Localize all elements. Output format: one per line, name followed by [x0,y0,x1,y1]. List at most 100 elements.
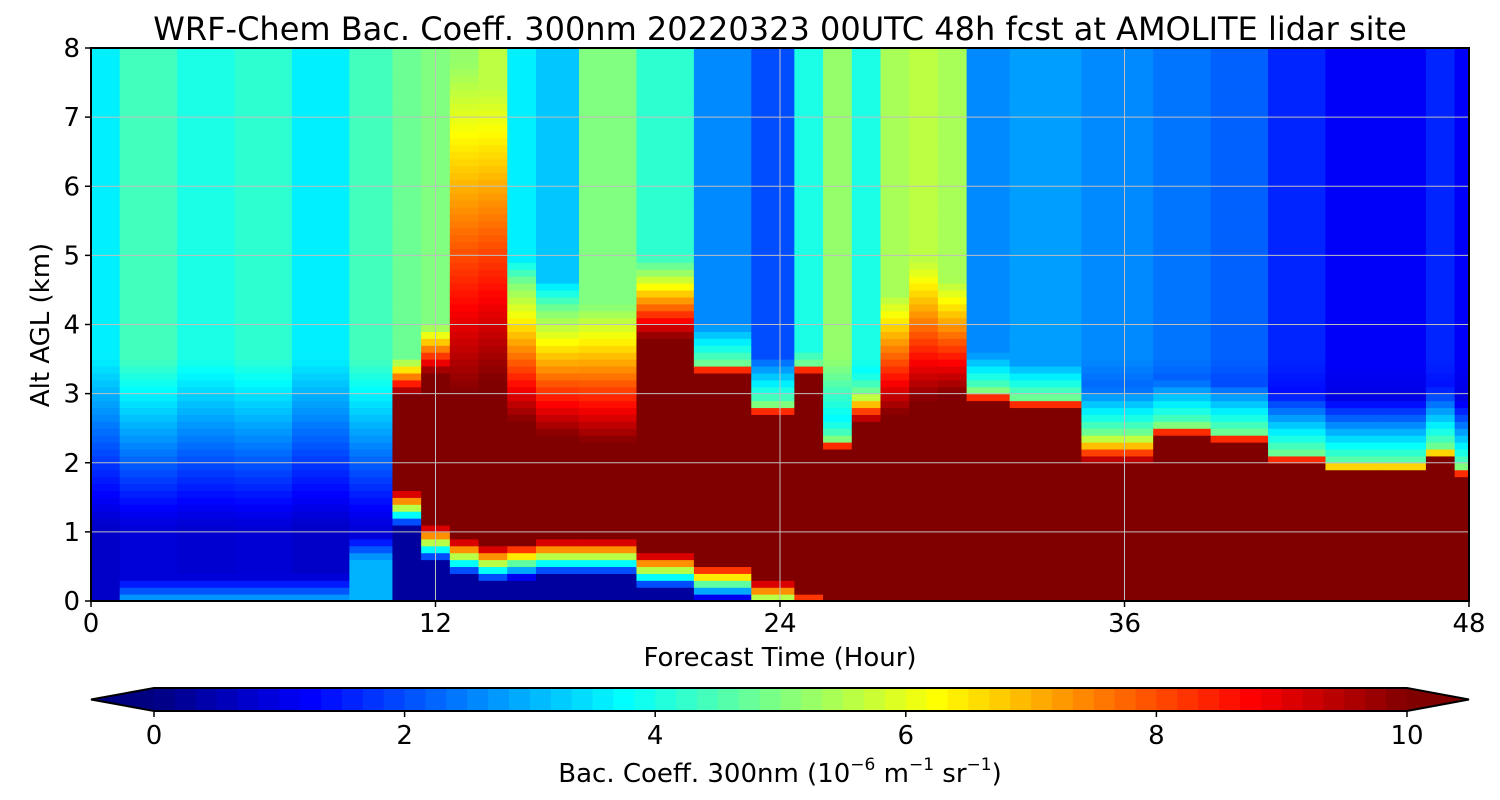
heatmap-cell [823,518,853,526]
heatmap-cell [119,483,178,491]
heatmap-cell [751,345,795,353]
heatmap-cell [823,255,853,263]
heatmap-cell [177,227,236,236]
heatmap-cell [636,504,695,512]
heatmap-cell [1268,144,1327,153]
heatmap-cell [1454,179,1469,187]
heatmap-cell [1081,352,1154,360]
heatmap-cell [1210,193,1269,201]
heatmap-cell [909,393,939,402]
heatmap-cell [579,172,638,180]
heatmap-cell [507,110,537,118]
heatmap-cell [823,338,853,346]
heatmap-cell [636,538,695,547]
heatmap-cell [234,448,293,457]
heatmap-cell [751,54,795,63]
heatmap-cell [823,587,853,595]
heatmap-cell [119,255,178,263]
colorbar-segment [1260,688,1283,711]
heatmap-cell [1210,200,1269,208]
heatmap-cell [1454,393,1469,402]
heatmap-cell [177,103,236,111]
heatmap-cell [119,172,178,180]
heatmap-cell [1153,165,1212,174]
heatmap-cell [1009,96,1083,104]
heatmap-cell [909,206,939,215]
heatmap-cell [1153,130,1212,139]
heatmap-cell [636,96,695,104]
heatmap-cell [507,54,537,63]
heatmap-cell [177,96,236,104]
heatmap-cell [636,193,695,201]
heatmap-cell [1009,435,1083,443]
heatmap-cell [966,448,1011,457]
heatmap-cell [880,110,910,118]
heatmap-cell [535,594,580,601]
heatmap-cell [794,248,824,256]
heatmap-cell [349,172,394,180]
heatmap-cell [794,158,824,167]
heatmap-cell [1009,455,1083,464]
heatmap-cell [1153,518,1212,526]
heatmap-cell [693,559,752,568]
heatmap-cell [823,476,853,485]
heatmap-cell [636,442,695,450]
heatmap-cell [349,573,394,581]
heatmap-cell [851,497,882,505]
heatmap-cell [1454,241,1469,250]
heatmap-cell [751,303,795,312]
heatmap-cell [1153,414,1212,422]
heatmap-cell [909,435,939,443]
heatmap-cell [349,345,394,353]
heatmap-cell [851,559,882,568]
heatmap-cell [880,442,910,450]
heatmap-cell [937,490,968,498]
heatmap-cell [478,241,508,250]
heatmap-cell [693,172,752,180]
colorbar-segment [1239,688,1262,711]
heatmap-cell [91,296,121,305]
y-tick-label: 6 [63,172,80,202]
heatmap-cell [1425,200,1456,208]
heatmap-cell [1210,490,1269,498]
heatmap-cell [291,296,350,305]
heatmap-cell [478,96,508,104]
heatmap-cell [91,213,121,222]
heatmap-cell [478,117,508,125]
heatmap-cell [478,504,508,512]
heatmap-cell [636,234,695,243]
colorbar [90,687,1470,712]
heatmap-cell [1382,372,1427,381]
heatmap-cell [535,262,580,270]
heatmap-cell [579,82,638,91]
heatmap-cell [693,186,752,194]
heatmap-cell [392,359,422,367]
heatmap-cell [449,186,480,194]
heatmap-cell [1210,365,1269,374]
heatmap-cell [349,310,394,319]
heatmap-cell [91,310,121,319]
heatmap-cell [1081,559,1154,568]
heatmap-cell [1210,545,1269,554]
colorbar-segment [1051,688,1074,711]
colorbar-segment [362,688,385,711]
heatmap-cell [966,345,1011,353]
heatmap-cell [751,48,795,56]
heatmap-cell [751,338,795,346]
heatmap-cell [349,352,394,360]
heatmap-cell [579,110,638,118]
heatmap-cell [693,490,752,498]
heatmap-cell [851,587,882,595]
heatmap-cell [1454,372,1469,381]
heatmap-cell [1153,262,1212,270]
heatmap-cell [392,124,422,132]
heatmap-cell [1382,469,1427,478]
heatmap-cell [751,220,795,229]
heatmap-cell [1425,518,1456,526]
heatmap-cell [449,580,480,588]
heatmap-cell [1268,303,1327,312]
heatmap-cell [349,518,394,526]
heatmap-cell [636,407,695,415]
heatmap-cell [1425,289,1456,298]
heatmap-cell [449,524,480,533]
